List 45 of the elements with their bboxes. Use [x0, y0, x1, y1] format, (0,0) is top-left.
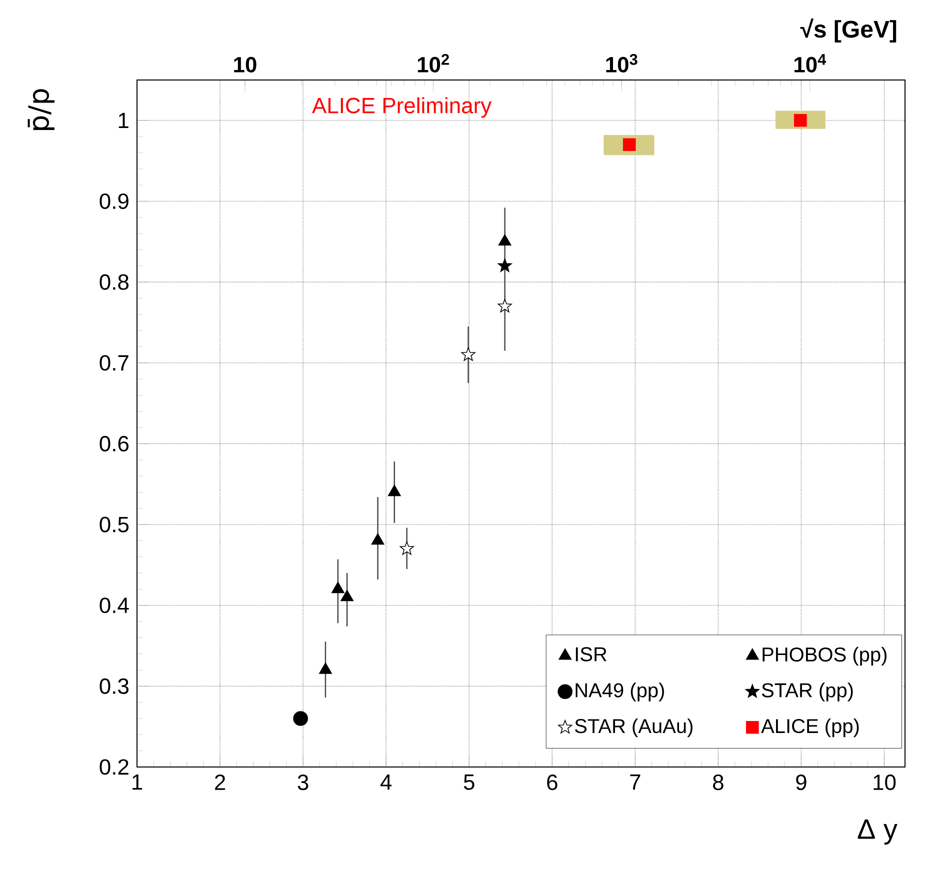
- point: [498, 258, 512, 272]
- x-tick-label: 1: [132, 774, 142, 790]
- annotation: ALICE Preliminary: [312, 97, 492, 118]
- x-axis-title: Δ y: [858, 820, 898, 845]
- x2-axis-title: √s [GeV]: [800, 18, 896, 42]
- x-tick-label: 6: [547, 774, 558, 790]
- point: [622, 138, 636, 152]
- x2-tick-label: 10$^{3}$: [606, 54, 638, 72]
- x2-tick-label: 10$^{2}$: [418, 54, 449, 72]
- point: [498, 234, 512, 246]
- x2-tick-label: 10: [234, 56, 256, 72]
- point: [340, 590, 354, 602]
- legend-label: STAR (pp): [762, 682, 853, 702]
- point: [400, 541, 414, 555]
- x-tick-label: 9: [796, 774, 806, 790]
- x-tick-label: 7: [630, 774, 640, 790]
- y-axis-title: p̄/p: [28, 89, 54, 130]
- y-tick-label: 0.5: [100, 516, 129, 532]
- y-tick-label: 0.6: [100, 436, 128, 452]
- y-tick-label: 0.4: [100, 598, 129, 614]
- y-tick-label: 0.2: [100, 759, 128, 775]
- legend-label: STAR (AuAu): [575, 718, 692, 738]
- x-tick-label: 2: [215, 774, 226, 790]
- x-tick-label: 10: [874, 774, 896, 790]
- legend-label: PHOBOS (pp): [762, 646, 886, 666]
- legend-label: NA49 (pp): [576, 682, 664, 702]
- x-tick-label: 5: [464, 774, 474, 790]
- point: [371, 533, 384, 545]
- point: [319, 662, 332, 674]
- x-tick-label: 4: [380, 774, 392, 790]
- legend-label: ISR: [576, 647, 607, 662]
- y-tick-label: 0.9: [100, 193, 128, 210]
- x2-tick-label: 10$^{4}$: [794, 54, 826, 72]
- point: [388, 484, 401, 496]
- x-tick-label: 3: [298, 774, 308, 790]
- point: [498, 298, 512, 312]
- x-tick-label: 8: [713, 774, 724, 790]
- y-tick-label: 1: [118, 112, 128, 128]
- y-tick-label: 0.3: [100, 678, 128, 694]
- y-tick-label: 0.7: [100, 355, 128, 371]
- point: [794, 114, 807, 127]
- legend-label: ALICE (pp): [761, 718, 859, 738]
- point: [461, 347, 476, 361]
- point: [331, 582, 344, 594]
- y-tick-label: 0.8: [100, 274, 129, 290]
